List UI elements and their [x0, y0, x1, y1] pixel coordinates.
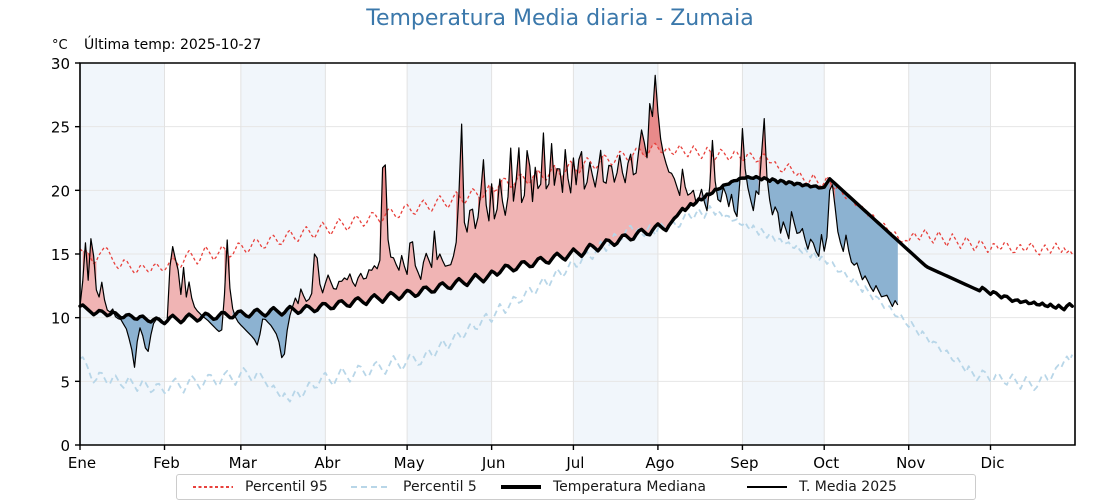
x-tick-label-may: May [394, 454, 425, 472]
legend-swatch [191, 480, 235, 494]
fill-above-median [289, 75, 702, 316]
x-tick-label-abr: Abr [314, 454, 341, 472]
legend-item-temperatura-mediana[interactable]: Temperatura Mediana [489, 475, 735, 499]
series-percentil-5 [79, 205, 1074, 403]
fill-above-p95 [540, 133, 547, 189]
legend-swatch [349, 480, 393, 494]
fill-below-median [199, 312, 222, 332]
fill-below-median [766, 177, 898, 307]
legend-label: Percentil 95 [245, 479, 328, 495]
legend-swatch [745, 480, 789, 494]
legend-label: Temperatura Mediana [553, 479, 706, 495]
fill-below-median [745, 168, 759, 211]
y-tick-label: 15 [51, 246, 70, 264]
x-tick-label-jul: Jul [565, 454, 584, 472]
x-tick-label-sep: Sep [730, 454, 758, 472]
legend-label: T. Media 2025 [799, 479, 897, 495]
fill-above-p95 [647, 75, 664, 158]
x-tick-label-nov: Nov [896, 454, 925, 472]
fill-above-p95 [507, 148, 514, 202]
x-tick-label-ene: Ene [68, 454, 96, 472]
x-tick-label-jun: Jun [481, 454, 505, 472]
fill-above-p95 [548, 143, 555, 186]
legend-item-t-media-2025[interactable]: T. Media 2025 [735, 475, 935, 499]
y-tick-label: 5 [60, 373, 70, 391]
y-axis-unit-label: °C [52, 38, 68, 53]
y-tick-label: 20 [51, 182, 70, 200]
series-percentil-95 [79, 142, 1073, 274]
y-tick-label: 10 [51, 310, 70, 328]
legend-label: Percentil 5 [403, 479, 477, 495]
x-tick-label-mar: Mar [229, 454, 258, 472]
legend-item-percentil-95[interactable]: Percentil 95 [177, 475, 339, 499]
x-tick-label-oct: Oct [813, 454, 839, 472]
fill-above-median [221, 239, 233, 330]
x-tick-label-ago: Ago [645, 454, 674, 472]
fill-above-median [80, 238, 113, 316]
y-tick-label: 25 [51, 119, 70, 137]
y-tick-label: 0 [60, 437, 70, 455]
x-tick-label-dic: Dic [981, 454, 1005, 472]
series-t-media-2025 [79, 74, 899, 368]
fill-above-p95 [224, 239, 230, 295]
legend-swatch [499, 480, 543, 494]
series-temperatura-mediana [78, 174, 1074, 326]
fill-below-median [232, 306, 290, 358]
fill-above-p95 [739, 128, 746, 184]
fill-above-p95 [488, 183, 495, 221]
fill-above-p95 [82, 242, 89, 282]
fill-above-p95 [570, 157, 577, 193]
chart-legend: Percentil 95 Percentil 5 Temperatura Media… [176, 474, 976, 500]
y-tick-label: 30 [51, 55, 70, 73]
legend-item-percentil-5[interactable]: Percentil 5 [339, 475, 489, 499]
last-temp-label: Última temp: 2025-10-27 [84, 37, 262, 53]
page-title: Temperatura Media diaria - Zumaia [366, 6, 754, 31]
x-tick-label-feb: Feb [153, 454, 180, 472]
